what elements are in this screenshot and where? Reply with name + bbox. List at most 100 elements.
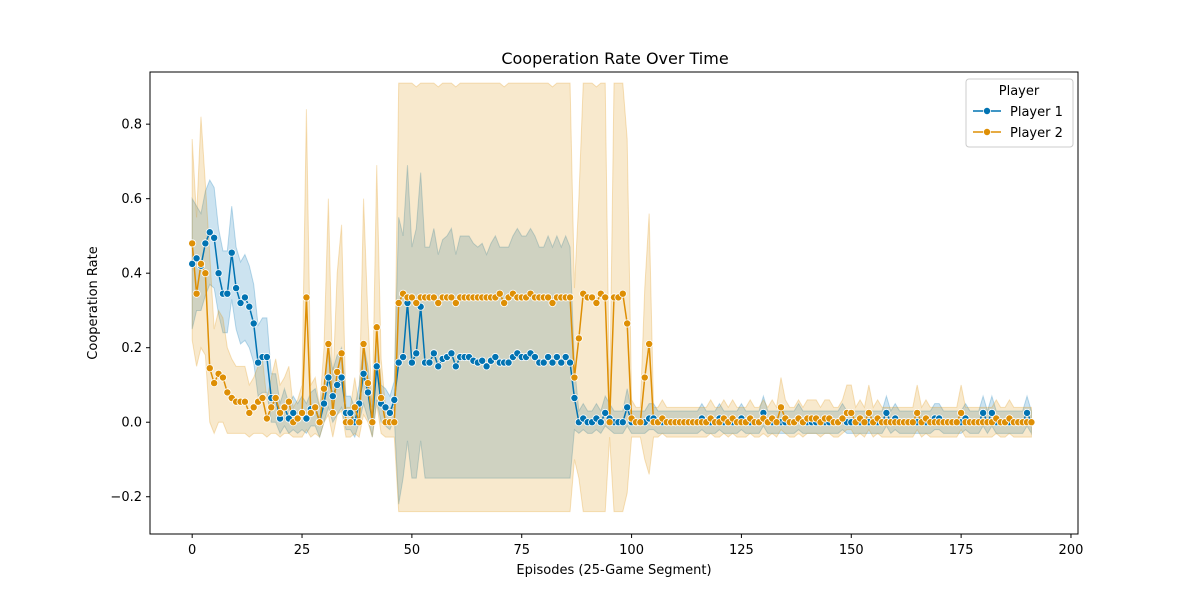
point-series-2 [772,418,781,427]
point-series-1 [987,408,996,417]
y-axis-ticks: −0.2 0.0 0.2 0.4 0.6 0.8 [110,118,150,505]
point-series-1 [451,362,460,371]
point-series-1 [552,353,561,362]
point-series-2 [570,373,579,382]
point-series-2 [860,418,869,427]
point-series-1 [394,358,403,367]
point-series-2 [276,408,285,417]
point-series-2 [293,414,302,423]
point-series-1 [570,394,579,403]
point-series-1 [254,358,263,367]
point-series-2 [645,339,654,348]
point-series-2 [618,289,627,298]
legend-label-player-1: Player 1 [1010,105,1063,120]
point-series-1 [214,269,223,278]
point-series-1 [596,418,605,427]
point-series-1 [205,228,214,237]
point-series-1 [302,414,311,423]
point-series-2 [359,339,368,348]
point-series-2 [864,408,873,417]
series-points [188,228,1036,427]
point-series-2 [346,418,355,427]
point-series-1 [482,362,491,371]
y-axis-label: Cooperation Rate [86,246,101,359]
point-series-2 [592,298,601,307]
point-series-2 [377,394,386,403]
point-series-1 [399,353,408,362]
point-series-1 [188,259,197,268]
point-series-2 [847,408,856,417]
x-tick-label: 175 [949,543,974,558]
point-series-1 [328,392,337,401]
point-series-2 [390,418,399,427]
point-series-1 [557,358,566,367]
point-series-2 [623,319,632,328]
point-series-1 [346,408,355,417]
x-axis-ticks: 0 25 50 75 100 125 150 175 200 [188,534,1083,558]
point-series-2 [355,418,364,427]
point-series-2 [957,408,966,417]
point-series-2 [196,259,205,268]
point-series-1 [623,403,632,412]
point-series-1 [979,408,988,417]
point-series-1 [289,408,298,417]
point-series-2 [302,293,311,302]
point-series-2 [298,408,307,417]
point-series-1 [201,239,210,248]
point-series-2 [249,403,258,412]
point-series-1 [425,358,434,367]
x-tick-label: 200 [1059,543,1084,558]
point-series-2 [240,397,249,406]
point-series-2 [210,379,219,388]
legend-marker-player-1 [983,107,992,116]
y-tick-label: 0.2 [121,341,142,356]
point-series-2 [319,384,328,393]
point-series-1 [223,289,232,298]
point-series-1 [882,408,891,417]
point-series-2 [566,293,575,302]
point-series-2 [908,418,917,427]
point-series-2 [223,388,232,397]
legend: Player Player 1 Player 2 [965,78,1074,148]
point-series-2 [451,298,460,307]
x-tick-label: 100 [619,543,644,558]
x-axis-label: Episodes (25-Game Segment) [516,563,711,578]
point-series-1 [363,388,372,397]
point-series-1 [539,358,548,367]
point-series-1 [385,408,394,417]
point-series-2 [605,418,614,427]
point-series-2 [447,293,456,302]
point-series-2 [280,403,289,412]
point-series-1 [1023,408,1032,417]
x-tick-label: 125 [729,543,754,558]
point-series-2 [372,323,381,332]
y-tick-label: 0.6 [121,192,142,207]
point-series-2 [588,293,597,302]
legend-marker-player-2 [983,127,992,136]
x-tick-label: 75 [513,543,530,558]
point-series-1 [412,349,421,358]
point-series-2 [412,298,421,307]
point-series-2 [394,298,403,307]
point-series-2 [267,403,276,412]
point-series-2 [838,414,847,423]
point-series-2 [328,408,337,417]
point-series-2 [205,364,214,373]
point-series-2 [601,293,610,302]
point-series-2 [258,394,267,403]
point-series-1 [262,353,271,362]
legend-label-player-2: Player 2 [1010,126,1063,141]
plot-frame [149,71,1079,535]
point-series-1 [227,248,236,257]
point-series-1 [618,418,627,427]
point-series-1 [530,353,539,362]
point-series-1 [210,233,219,242]
point-series-1 [333,380,342,389]
point-series-2 [350,403,359,412]
point-series-1 [337,373,346,382]
point-series-1 [359,369,368,378]
legend-box [965,78,1074,148]
x-tick-label: 50 [404,543,421,558]
point-series-2 [363,379,372,388]
point-series-2 [544,293,553,302]
